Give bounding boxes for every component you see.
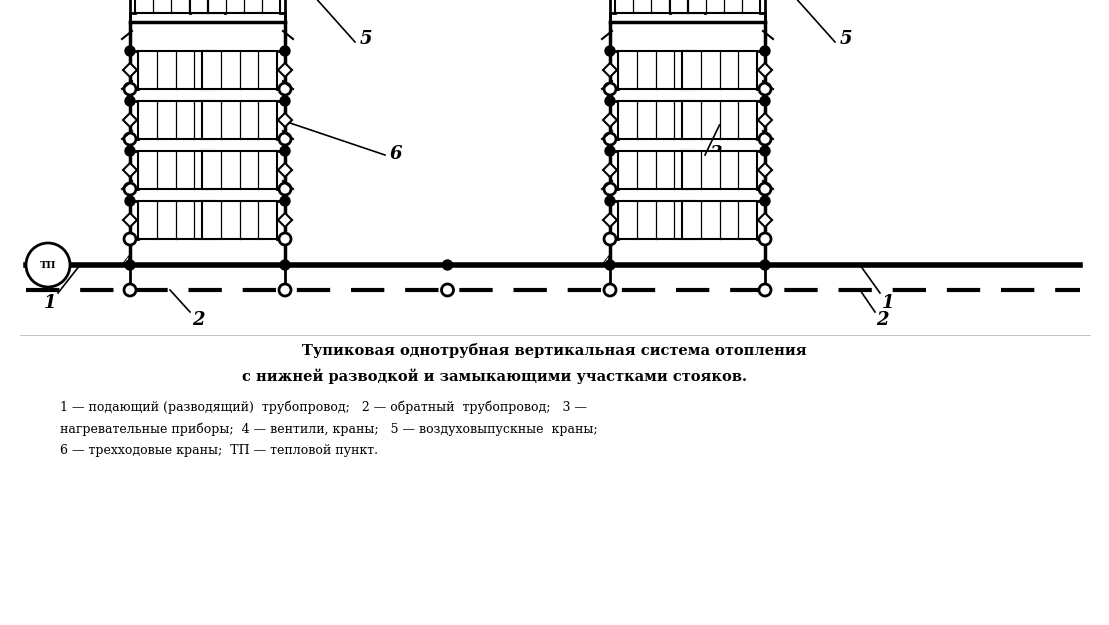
Circle shape <box>125 146 135 156</box>
Circle shape <box>279 260 289 270</box>
Circle shape <box>606 260 615 270</box>
Text: нагревательные приборы;  4 — вентили, краны;   5 — воздуховыпускные  краны;: нагревательные приборы; 4 — вентили, кра… <box>60 422 598 436</box>
Circle shape <box>759 284 771 296</box>
Bar <box>682 101 757 139</box>
Text: 2: 2 <box>192 311 204 329</box>
Polygon shape <box>603 163 617 177</box>
Bar <box>618 101 693 139</box>
Bar <box>202 51 277 89</box>
Text: 4: 4 <box>123 255 133 269</box>
Bar <box>138 101 213 139</box>
Text: с нижней разводкой и замыкающими участками стояков.: с нижней разводкой и замыкающими участка… <box>242 368 746 384</box>
Text: 2: 2 <box>876 311 888 329</box>
Circle shape <box>760 260 770 270</box>
Circle shape <box>760 46 770 56</box>
Bar <box>618 151 693 189</box>
Circle shape <box>606 46 615 56</box>
Circle shape <box>604 183 615 195</box>
Text: 4: 4 <box>603 255 613 269</box>
Bar <box>618 201 693 239</box>
Circle shape <box>125 46 135 56</box>
Text: 6 — трехходовые краны;  ТП — тепловой пункт.: 6 — трехходовые краны; ТП — тепловой пун… <box>60 444 378 457</box>
Bar <box>202 201 277 239</box>
Polygon shape <box>123 163 138 177</box>
Bar <box>682 151 757 189</box>
Circle shape <box>125 260 135 270</box>
Circle shape <box>279 284 291 296</box>
Text: 3: 3 <box>710 145 722 163</box>
Polygon shape <box>278 163 292 177</box>
Circle shape <box>759 83 771 95</box>
Text: 5: 5 <box>360 30 373 48</box>
Bar <box>202 151 277 189</box>
Circle shape <box>604 133 615 145</box>
Circle shape <box>124 233 136 245</box>
Circle shape <box>604 83 615 95</box>
Circle shape <box>606 196 615 206</box>
Text: 1 — подающий (разводящий)  трубопровод;   2 — обратный  трубопровод;   3 —: 1 — подающий (разводящий) трубопровод; 2… <box>60 400 587 414</box>
Circle shape <box>279 96 289 106</box>
Bar <box>682 201 757 239</box>
Bar <box>190 0 279 13</box>
Circle shape <box>26 243 70 287</box>
Polygon shape <box>123 213 138 227</box>
Circle shape <box>441 284 454 296</box>
Text: 1: 1 <box>882 294 894 312</box>
Polygon shape <box>603 213 617 227</box>
Polygon shape <box>278 213 292 227</box>
Bar <box>202 101 277 139</box>
Text: ТП: ТП <box>40 261 57 269</box>
Polygon shape <box>757 113 772 127</box>
Circle shape <box>759 183 771 195</box>
Circle shape <box>604 284 615 296</box>
Circle shape <box>124 83 136 95</box>
Circle shape <box>759 233 771 245</box>
Text: 6: 6 <box>390 145 403 163</box>
Circle shape <box>759 133 771 145</box>
Circle shape <box>125 96 135 106</box>
Bar <box>138 151 213 189</box>
Polygon shape <box>757 163 772 177</box>
Bar <box>135 0 225 13</box>
Bar <box>670 0 760 13</box>
Circle shape <box>606 146 615 156</box>
Circle shape <box>279 83 291 95</box>
Bar <box>138 51 213 89</box>
Circle shape <box>604 233 615 245</box>
Polygon shape <box>757 63 772 77</box>
Circle shape <box>442 260 452 270</box>
Circle shape <box>124 284 136 296</box>
Circle shape <box>760 146 770 156</box>
Circle shape <box>124 133 136 145</box>
Bar <box>138 201 213 239</box>
Text: 5: 5 <box>840 30 853 48</box>
Polygon shape <box>123 63 138 77</box>
Circle shape <box>279 46 289 56</box>
Text: 1: 1 <box>43 294 57 312</box>
Circle shape <box>279 233 291 245</box>
Circle shape <box>606 96 615 106</box>
Circle shape <box>279 196 289 206</box>
Circle shape <box>279 183 291 195</box>
Polygon shape <box>123 113 138 127</box>
Circle shape <box>125 196 135 206</box>
Text: Тупиковая однотрубная вертикальная система отопления: Тупиковая однотрубная вертикальная систе… <box>302 343 806 358</box>
Bar <box>618 51 693 89</box>
Polygon shape <box>757 213 772 227</box>
Circle shape <box>279 133 291 145</box>
Circle shape <box>760 96 770 106</box>
Polygon shape <box>278 63 292 77</box>
Circle shape <box>279 146 289 156</box>
Polygon shape <box>278 113 292 127</box>
Polygon shape <box>603 113 617 127</box>
Polygon shape <box>603 63 617 77</box>
Circle shape <box>760 196 770 206</box>
Bar <box>682 51 757 89</box>
Circle shape <box>124 183 136 195</box>
Bar <box>615 0 705 13</box>
